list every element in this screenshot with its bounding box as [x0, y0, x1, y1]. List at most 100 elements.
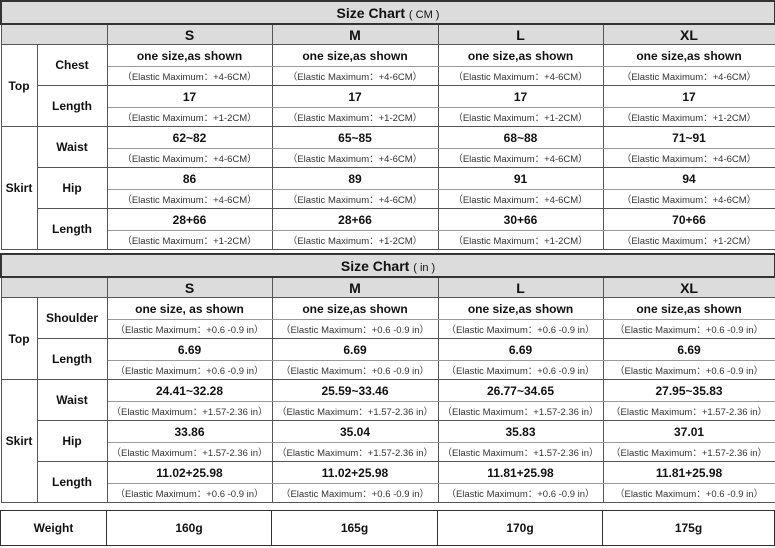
elastic-note: （Elastic Maximum：+0.6 -0.9 in） [602, 360, 775, 380]
measure-value: 6.69 [106, 338, 273, 361]
elastic-note: （Elastic Maximum：+0.6 -0.9 in） [271, 319, 439, 339]
measure-value: 25.59~33.46 [271, 379, 439, 402]
elastic-note: （Elastic Maximum：+1.57-2.36 in） [437, 401, 604, 421]
measure-label: Length [36, 461, 108, 503]
elastic-note: （Elastic Maximum：+4-6CM） [271, 66, 439, 86]
measure-value: 91 [437, 167, 604, 190]
measure-value: 17 [271, 85, 439, 108]
elastic-note-row: （Elastic Maximum：+0.6 -0.9 in） （Elastic M… [1, 483, 775, 503]
measure-value: 28+66 [271, 208, 439, 231]
measure-value: 11.81+25.98 [437, 461, 604, 484]
measure-value: 70+66 [602, 208, 775, 231]
elastic-note: （Elastic Maximum：+0.6 -0.9 in） [602, 319, 775, 339]
group-skirt: Skirt [0, 379, 38, 503]
measure-label: Waist [36, 379, 108, 421]
elastic-note: （Elastic Maximum：+0.6 -0.9 in） [437, 483, 604, 503]
measure-value: 6.69 [271, 338, 439, 361]
elastic-note: （Elastic Maximum：+0.6 -0.9 in） [437, 360, 604, 380]
weight-row: Weight 160g 165g 170g 175g [0, 510, 775, 546]
measure-row: Length 28+66 28+66 30+66 70+66 [1, 208, 775, 250]
chart-title-text: Size Chart [340, 257, 410, 274]
measure-label: Waist [36, 126, 108, 168]
elastic-note: （Elastic Maximum：+1-2CM） [602, 107, 775, 127]
chart-title-text: Size Chart [336, 4, 406, 21]
measure-label: Hip [36, 167, 108, 209]
weight-xl: 175g [602, 510, 775, 546]
elastic-note: （Elastic Maximum：+0.6 -0.9 in） [437, 319, 604, 339]
weight-table: Weight 160g 165g 170g 175g [0, 510, 775, 546]
measure-value: 11.02+25.98 [271, 461, 439, 484]
size-header-l: L [437, 23, 604, 45]
elastic-note: （Elastic Maximum：+1-2CM） [437, 107, 604, 127]
header-blank [0, 23, 108, 45]
size-header-s: S [106, 23, 273, 45]
chart-title: Size Chart ( CM ) [0, 0, 775, 25]
elastic-note: （Elastic Maximum：+0.6 -0.9 in） [106, 483, 273, 503]
measure-row: Length 6.69 6.69 6.69 6.69 [1, 338, 775, 380]
group-skirt: Skirt [0, 126, 38, 250]
elastic-note: （Elastic Maximum：+1.57-2.36 in） [602, 442, 775, 462]
measure-value: 30+66 [437, 208, 604, 231]
measure-value: 26.77~34.65 [437, 379, 604, 402]
measure-value: one size,as shown [106, 44, 273, 67]
measure-value: 28+66 [106, 208, 273, 231]
size-header-row: S M L XL [0, 276, 775, 298]
elastic-note: （Elastic Maximum：+4-6CM） [602, 148, 775, 168]
elastic-note: （Elastic Maximum：+4-6CM） [106, 148, 273, 168]
measure-label: Hip [36, 420, 108, 462]
measure-value: 33.86 [106, 420, 273, 443]
elastic-note-row: （Elastic Maximum：+1.57-2.36 in） （Elastic … [1, 401, 775, 421]
weight-l: 170g [437, 510, 603, 546]
elastic-note: （Elastic Maximum：+1-2CM） [271, 230, 439, 250]
size-header-xl: XL [602, 23, 775, 45]
measure-row: Hip 86 89 91 94 [1, 167, 775, 209]
elastic-note: （Elastic Maximum：+4-6CM） [437, 66, 604, 86]
elastic-note-row: （Elastic Maximum：+0.6 -0.9 in） （Elastic M… [1, 360, 775, 380]
elastic-note: （Elastic Maximum：+0.6 -0.9 in） [271, 360, 439, 380]
size-header-xl: XL [602, 276, 775, 298]
chart-unit: ( in ) [413, 261, 436, 274]
measure-value: one size, as shown [106, 297, 273, 320]
elastic-note-row: （Elastic Maximum：+4-6CM） （Elastic Maximum… [1, 148, 775, 168]
elastic-note: （Elastic Maximum：+1-2CM） [271, 107, 439, 127]
elastic-note-row: （Elastic Maximum：+1.57-2.36 in） （Elastic … [1, 442, 775, 462]
chart-unit: ( CM ) [408, 8, 440, 21]
measure-value: one size,as shown [602, 297, 775, 320]
measure-label: Shoulder [36, 297, 108, 339]
measure-value: 27.95~35.83 [602, 379, 775, 402]
size-header-s: S [106, 276, 273, 298]
measure-value: 71~91 [602, 126, 775, 149]
elastic-note: （Elastic Maximum：+0.6 -0.9 in） [106, 319, 273, 339]
elastic-note: （Elastic Maximum：+4-6CM） [437, 189, 604, 209]
measure-row: Skirt Waist 24.41~32.28 25.59~33.46 26.77~34… [0, 379, 775, 503]
elastic-note: （Elastic Maximum：+1.57-2.36 in） [106, 401, 273, 421]
measure-value: 17 [602, 85, 775, 108]
elastic-note: （Elastic Maximum：+1.57-2.36 in） [437, 442, 604, 462]
elastic-note: （Elastic Maximum：+4-6CM） [271, 189, 439, 209]
measure-value: 35.04 [271, 420, 439, 443]
measure-value: one size,as shown [602, 44, 775, 67]
measure-row: Length 17 17 17 17 [1, 85, 775, 127]
weight-m: 165g [271, 510, 438, 546]
size-header-l: L [437, 276, 604, 298]
measure-row: Skirt Waist 62~82 65~85 68~88 71~91 [0, 126, 775, 250]
measure-label: Chest [36, 44, 108, 86]
measure-label: Length [36, 338, 108, 380]
weight-s: 160g [106, 510, 272, 546]
measure-value: one size,as shown [437, 44, 604, 67]
size-chart-in: Size Chart ( in ) S M L XL Top Shoulder one siz… [0, 253, 775, 503]
elastic-note: （Elastic Maximum：+4-6CM） [271, 148, 439, 168]
measure-value: 68~88 [437, 126, 604, 149]
measure-value: 94 [602, 167, 775, 190]
measure-value: 24.41~32.28 [106, 379, 273, 402]
elastic-note-row: （Elastic Maximum：+1-2CM） （Elastic Maximum… [1, 107, 775, 127]
elastic-note-row: （Elastic Maximum：+1-2CM） （Elastic Maximum… [1, 230, 775, 250]
measure-row: Length 11.02+25.98 11.02+25.98 11.81+25.98 1… [1, 461, 775, 503]
elastic-note: （Elastic Maximum：+0.6 -0.9 in） [106, 360, 273, 380]
measure-value: one size,as shown [271, 297, 439, 320]
group-top: Top [0, 297, 38, 380]
size-header-m: M [271, 276, 439, 298]
measure-value: 65~85 [271, 126, 439, 149]
measure-value: 89 [271, 167, 439, 190]
size-header-m: M [271, 23, 439, 45]
